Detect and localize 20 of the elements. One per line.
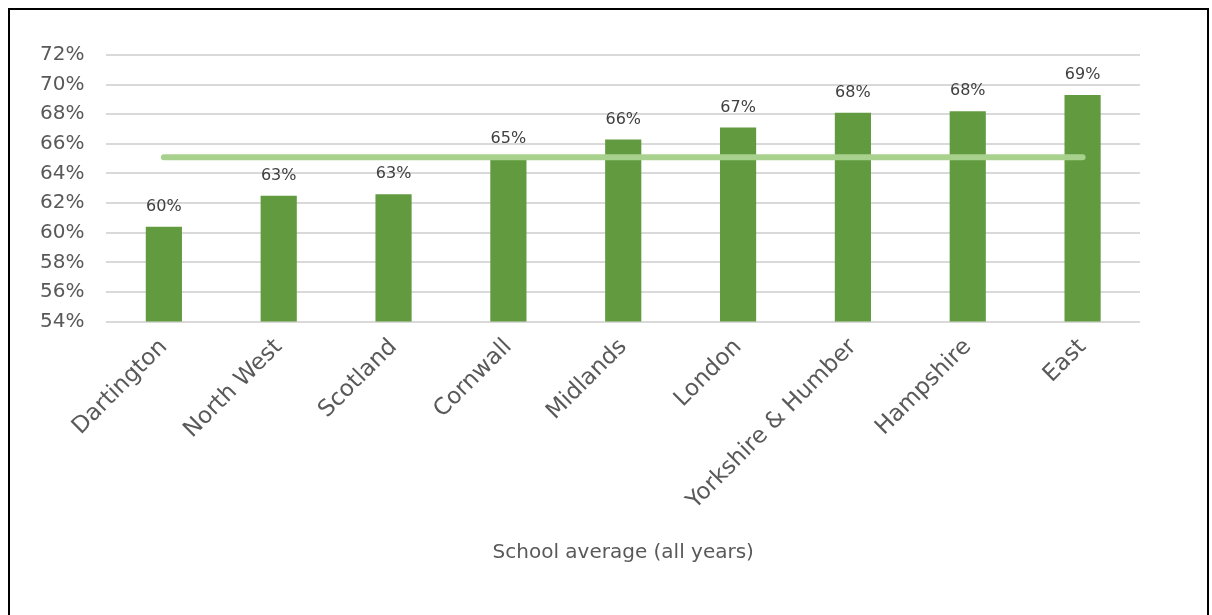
y-tick-label: 58% (40, 248, 85, 273)
data-label: 67% (720, 96, 756, 116)
y-tick-label: 72% (40, 41, 85, 66)
y-tick-label: 66% (40, 130, 85, 155)
data-label: 60% (146, 195, 182, 215)
data-label: 65% (490, 127, 527, 147)
data-label: 66% (605, 108, 642, 128)
x-axis-title: School average (all years) (492, 539, 754, 564)
data-label: 63% (375, 163, 412, 183)
y-tick-label: 54% (40, 307, 85, 332)
y-tick-label: 64% (40, 159, 85, 184)
y-tick-label: 68% (40, 100, 85, 125)
y-tick-label: 62% (40, 189, 85, 214)
data-label: 68% (949, 80, 986, 100)
y-tick-label: 70% (40, 70, 85, 95)
data-label: 69% (1064, 64, 1101, 84)
y-tick-label: 60% (40, 218, 85, 243)
data-label: 63% (260, 164, 297, 184)
data-label: 68% (835, 81, 871, 101)
y-tick-label: 56% (40, 278, 85, 303)
